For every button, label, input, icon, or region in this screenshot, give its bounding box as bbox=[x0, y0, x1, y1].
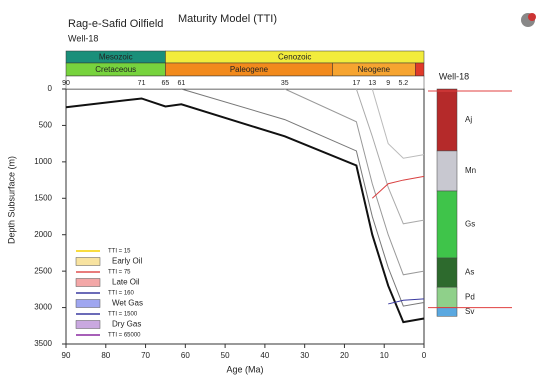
well-name: Well-18 bbox=[68, 33, 98, 43]
lithology-label: As bbox=[465, 268, 474, 277]
age-label: 90 bbox=[62, 80, 70, 87]
x-axis-label: Age (Ma) bbox=[226, 364, 263, 374]
legend-label: Wet Gas bbox=[112, 299, 143, 308]
legend-box bbox=[76, 300, 100, 308]
lithology-label: Gs bbox=[465, 220, 475, 229]
legend-box bbox=[76, 279, 100, 287]
lithology-label: Sv bbox=[465, 307, 474, 316]
age-label: 61 bbox=[177, 80, 185, 87]
age-label: 13 bbox=[368, 80, 376, 87]
y-tick-label: 2500 bbox=[34, 266, 52, 275]
column-title: Well-18 bbox=[439, 71, 469, 81]
x-tick-label: 60 bbox=[181, 351, 190, 360]
lithology-unit bbox=[437, 258, 457, 287]
period-label: Cretaceous bbox=[95, 65, 136, 74]
era-label: Mesozoic bbox=[99, 53, 133, 62]
era-label: Cenozoic bbox=[278, 53, 311, 62]
y-tick-label: 500 bbox=[39, 121, 53, 130]
y-tick-label: 3500 bbox=[34, 339, 52, 348]
y-axis-label: Depth Subsurface (m) bbox=[6, 156, 16, 244]
period-label: Paleogene bbox=[230, 65, 269, 74]
age-label: 9 bbox=[386, 80, 390, 87]
chart-title: Rag-e-Safid Oilfield bbox=[68, 18, 163, 30]
legend-label: TTI = 15 bbox=[108, 249, 131, 255]
legend-label: Dry Gas bbox=[112, 320, 141, 329]
lithology-unit bbox=[437, 151, 457, 191]
lithology-unit bbox=[437, 308, 457, 317]
x-tick-label: 70 bbox=[141, 351, 150, 360]
legend-label: Late Oil bbox=[112, 278, 140, 287]
lithology-unit bbox=[437, 191, 457, 258]
legend-label: TTI = 1500 bbox=[108, 312, 138, 318]
x-tick-label: 40 bbox=[260, 351, 269, 360]
y-tick-label: 0 bbox=[48, 84, 53, 93]
y-tick-label: 1500 bbox=[34, 193, 52, 202]
y-tick-label: 3000 bbox=[34, 303, 52, 312]
legend-label: TTI = 75 bbox=[108, 270, 131, 276]
period-label: Neogene bbox=[358, 65, 391, 74]
age-label: 35 bbox=[281, 80, 289, 87]
legend-label: TTI = 160 bbox=[108, 291, 135, 297]
x-tick-label: 50 bbox=[221, 351, 230, 360]
chart-subtitle: Maturity Model (TTI) bbox=[178, 13, 277, 25]
age-label: 17 bbox=[352, 80, 360, 87]
x-tick-label: 80 bbox=[101, 351, 110, 360]
age-label: 5.2 bbox=[398, 80, 408, 87]
y-tick-label: 1000 bbox=[34, 157, 52, 166]
x-tick-label: 0 bbox=[422, 351, 427, 360]
x-tick-label: 30 bbox=[300, 351, 309, 360]
lithology-label: Mn bbox=[465, 166, 476, 175]
lithology-unit bbox=[437, 89, 457, 151]
legend-box bbox=[76, 258, 100, 266]
lithology-label: Aj bbox=[465, 115, 472, 124]
x-tick-label: 10 bbox=[380, 351, 389, 360]
legend-label: Early Oil bbox=[112, 257, 142, 266]
x-tick-label: 90 bbox=[62, 351, 71, 360]
y-tick-label: 2000 bbox=[34, 230, 52, 239]
age-label: 65 bbox=[162, 80, 170, 87]
lithology-label: Pd bbox=[465, 292, 475, 301]
period-box bbox=[415, 63, 424, 76]
chart: Rag-e-Safid Oilfield Maturity Model (TTI… bbox=[0, 0, 552, 376]
legend-label: TTI = 65000 bbox=[108, 333, 141, 339]
lithology-unit bbox=[437, 287, 457, 307]
x-tick-label: 20 bbox=[340, 351, 349, 360]
age-label: 71 bbox=[138, 80, 146, 87]
legend-box bbox=[76, 321, 100, 329]
